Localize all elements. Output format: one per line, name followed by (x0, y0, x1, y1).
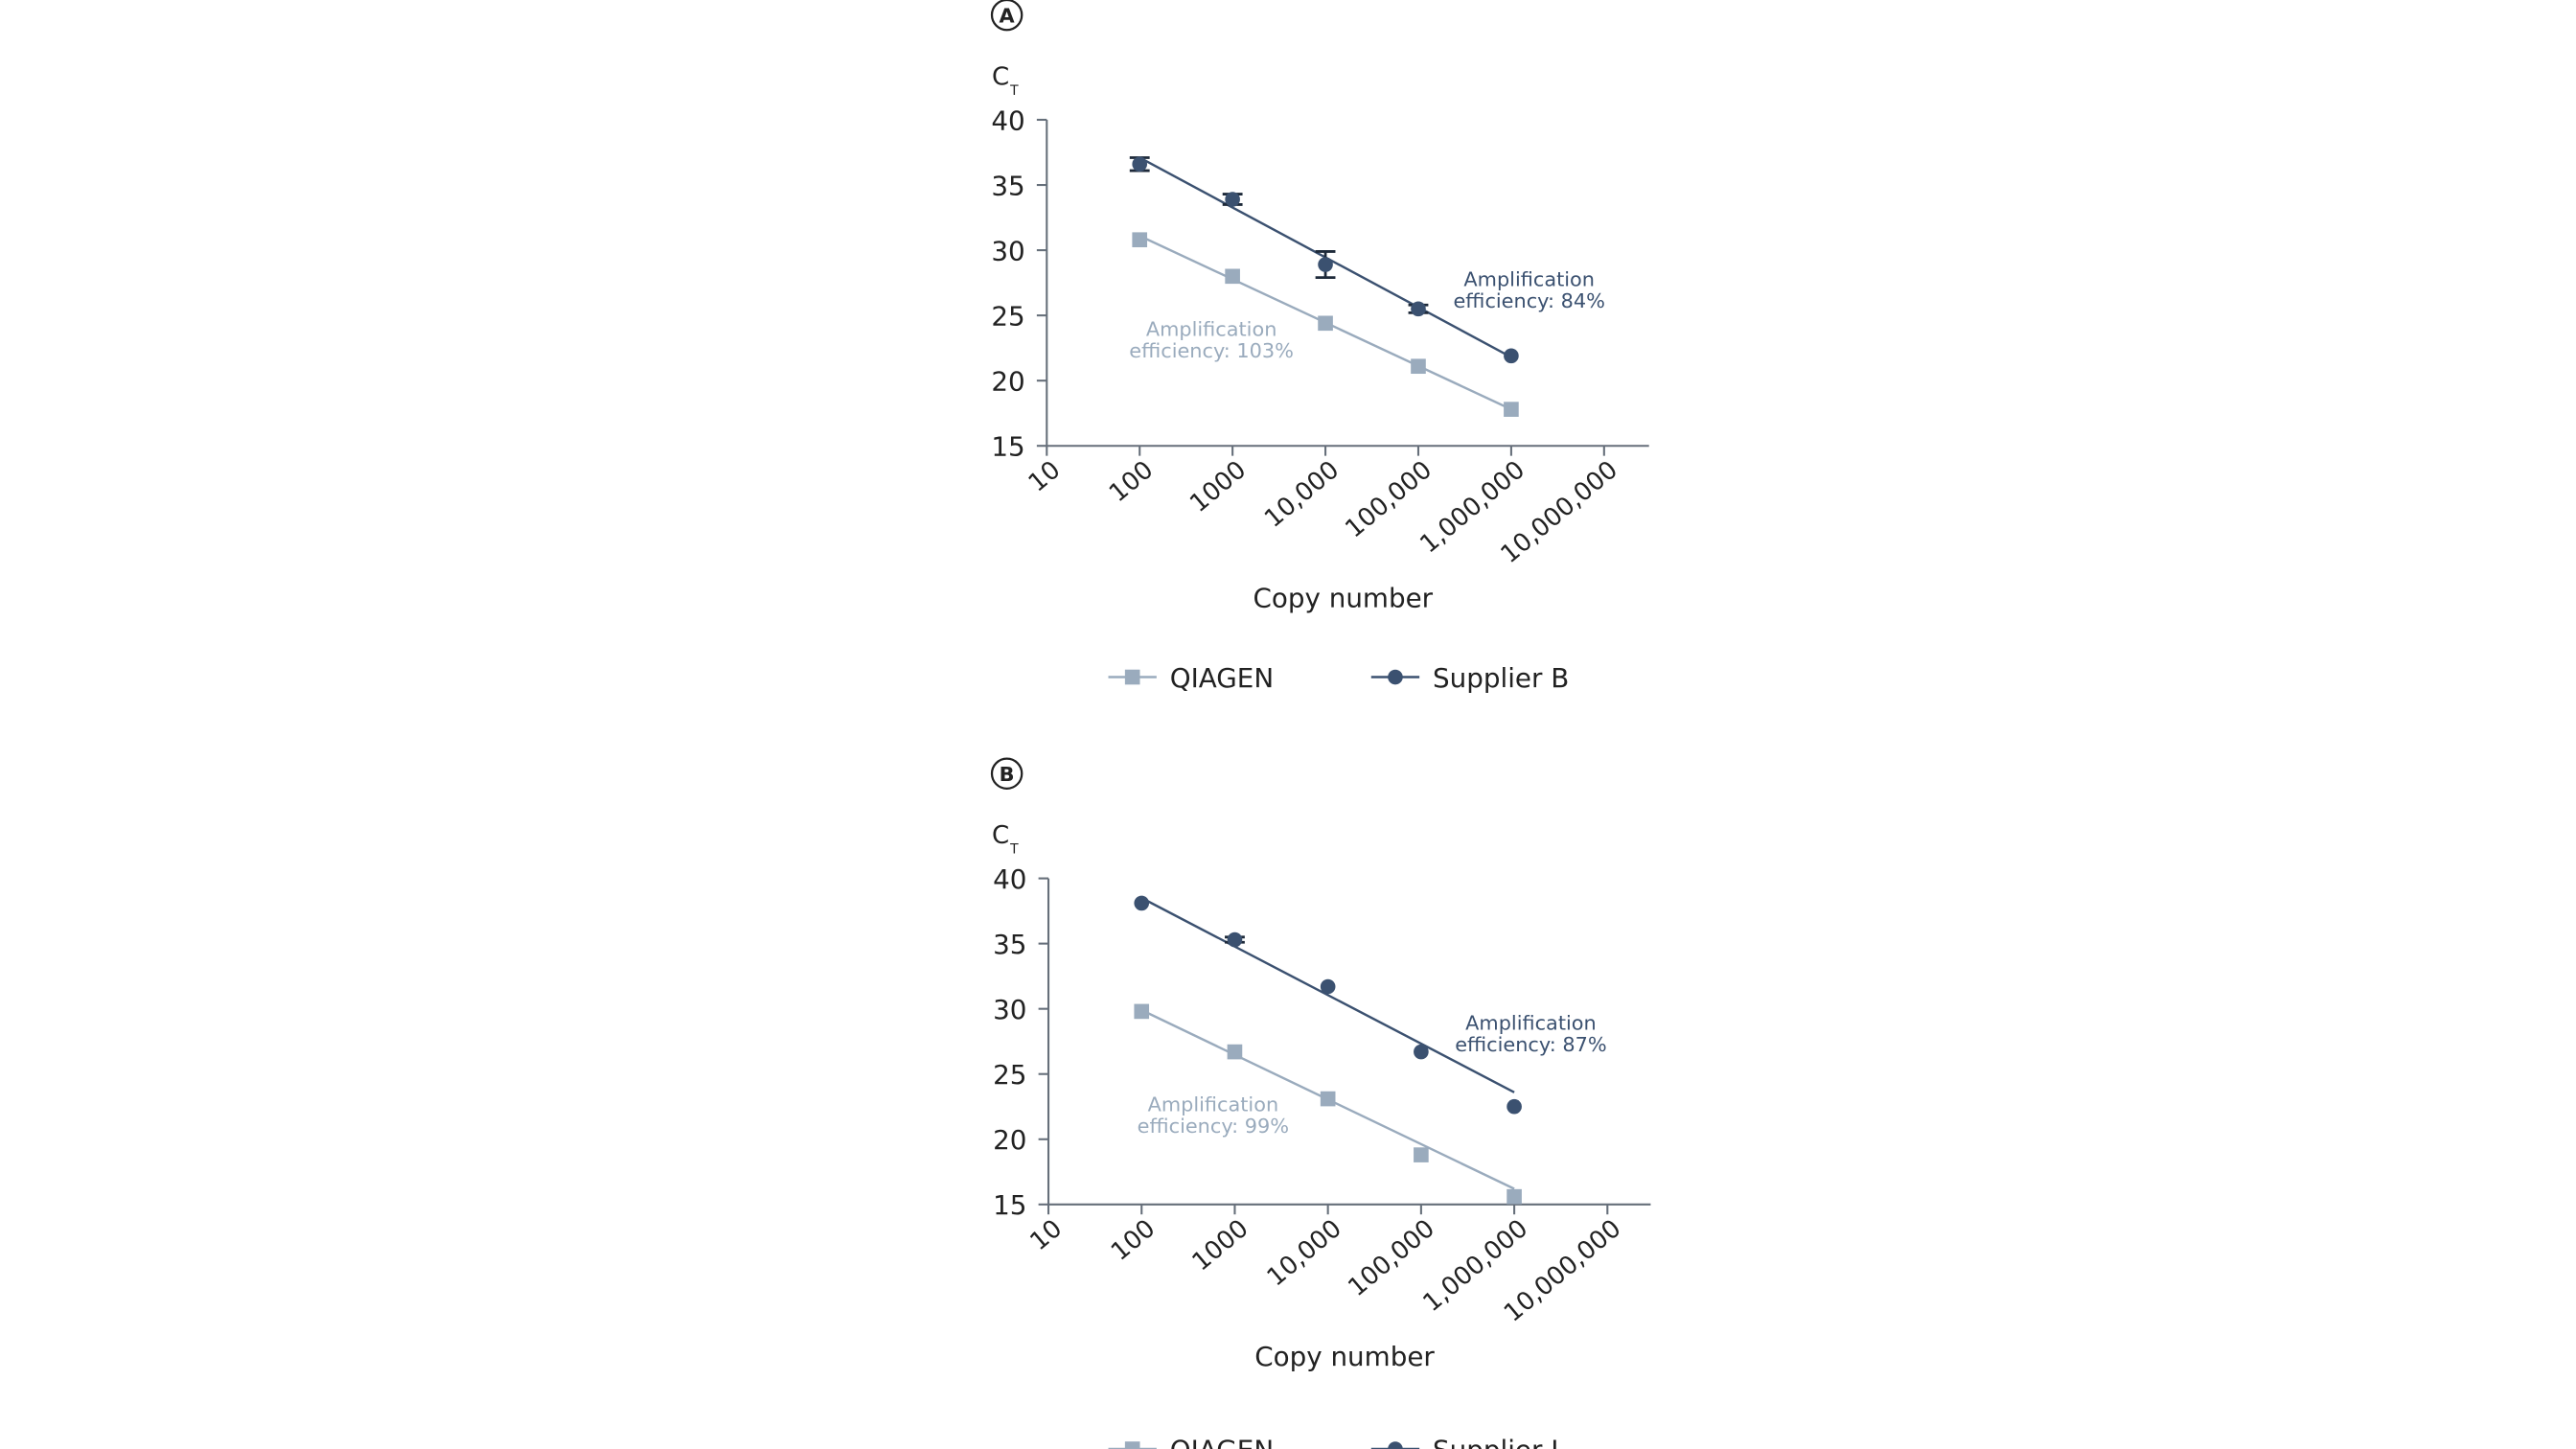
data-point-circle (1411, 301, 1426, 317)
data-point-square (1320, 1091, 1336, 1107)
legend-label: Supplier L (1433, 1434, 1566, 1449)
x-axis-title: Copy number (1253, 583, 1433, 614)
data-point-square (1414, 1147, 1429, 1162)
data-point-circle (1414, 1044, 1429, 1060)
x-axis-title: Copy number (1254, 1341, 1435, 1372)
x-tick-label: 10 (1024, 455, 1067, 497)
efficiency-annotation: efficiency: 103% (1129, 339, 1294, 362)
data-point-square (1318, 315, 1333, 332)
data-point-square (1134, 1003, 1150, 1020)
efficiency-annotation: efficiency: 99% (1138, 1115, 1289, 1138)
data-point-square (1506, 1188, 1522, 1205)
x-tick-label: 10,000 (1259, 455, 1345, 533)
legend-label: QIAGEN (1170, 662, 1274, 694)
data-point-circle (1225, 192, 1240, 207)
data-point-circle (1132, 156, 1148, 172)
legend-marker-circle (1388, 1441, 1403, 1449)
fit-line-supplier-l (1140, 896, 1515, 1093)
y-tick-label: 40 (993, 863, 1026, 895)
efficiency-annotation: Amplification (1148, 1093, 1279, 1116)
x-tick-label: 100 (1104, 455, 1159, 508)
legend-marker-square (1124, 669, 1140, 685)
data-point-circle (1506, 1098, 1522, 1115)
y-tick-label: 20 (991, 366, 1024, 398)
y-tick-label: 20 (993, 1124, 1026, 1156)
efficiency-annotation: Amplification (1463, 268, 1595, 291)
y-tick-label: 25 (991, 301, 1024, 333)
y-axis-title-subscript: T (1009, 842, 1019, 858)
data-point-circle (1320, 978, 1336, 995)
efficiency-annotation: efficiency: 87% (1455, 1033, 1606, 1056)
y-tick-label: 30 (991, 236, 1024, 267)
data-point-square (1225, 268, 1240, 285)
data-point-square (1227, 1044, 1243, 1060)
y-tick-label: 35 (993, 929, 1026, 960)
data-point-circle (1504, 348, 1519, 364)
efficiency-annotation: efficiency: 84% (1454, 289, 1605, 312)
y-axis-title: C (992, 821, 1009, 850)
y-tick-label: 40 (991, 104, 1024, 136)
y-tick-label: 35 (991, 170, 1024, 201)
x-tick-label: 100 (1106, 1214, 1161, 1267)
legend-marker-square (1124, 1441, 1140, 1449)
x-tick-label: 1000 (1187, 1214, 1254, 1277)
data-point-square (1504, 402, 1519, 417)
y-axis-title: C (992, 63, 1009, 92)
panel-label-circle (990, 757, 1024, 790)
x-tick-label: 10,000 (1262, 1214, 1347, 1292)
data-point-square (1411, 358, 1426, 375)
x-tick-label: 10 (1025, 1214, 1069, 1256)
y-axis-title-subscript: T (1009, 83, 1019, 99)
efficiency-annotation: Amplification (1465, 1012, 1597, 1035)
panel-label: A (1000, 4, 1016, 27)
data-point-circle (1134, 895, 1150, 911)
data-point-circle (1318, 257, 1333, 272)
y-tick-label: 15 (991, 431, 1024, 463)
legend-marker-circle (1388, 669, 1403, 685)
panel-label: B (1000, 763, 1015, 786)
data-point-square (1132, 232, 1148, 248)
y-tick-label: 25 (993, 1059, 1026, 1091)
data-point-circle (1227, 932, 1243, 948)
legend-label: QIAGEN (1170, 1434, 1274, 1449)
efficiency-annotation: Amplification (1146, 318, 1277, 341)
legend-label: Supplier B (1433, 662, 1569, 694)
panel-label-circle (990, 0, 1024, 32)
y-tick-label: 15 (993, 1189, 1026, 1221)
x-tick-label: 1000 (1184, 455, 1252, 518)
y-tick-label: 30 (993, 994, 1026, 1025)
